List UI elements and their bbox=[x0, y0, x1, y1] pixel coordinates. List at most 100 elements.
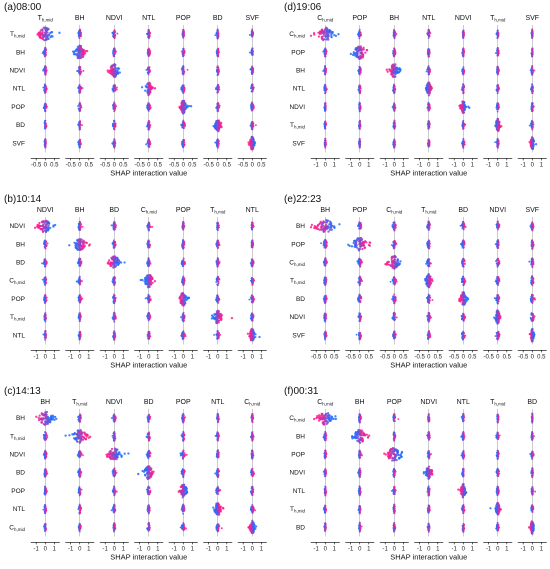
data-point bbox=[37, 224, 41, 227]
data-point bbox=[330, 31, 334, 34]
data-point bbox=[79, 265, 81, 268]
data-point bbox=[320, 37, 324, 40]
data-point bbox=[251, 85, 254, 87]
x-tick-label: 0 bbox=[44, 354, 48, 360]
data-point bbox=[145, 125, 148, 128]
data-point bbox=[45, 107, 48, 110]
data-point bbox=[76, 248, 79, 251]
data-point bbox=[78, 246, 81, 249]
data-point bbox=[78, 65, 81, 68]
data-point bbox=[77, 123, 80, 126]
row-label: NDVI bbox=[289, 104, 305, 111]
data-point bbox=[497, 54, 499, 57]
data-point bbox=[324, 122, 327, 125]
data-point bbox=[149, 104, 152, 107]
beeswarm-cell bbox=[426, 120, 431, 130]
data-point bbox=[248, 34, 251, 36]
data-point bbox=[181, 125, 184, 128]
data-point bbox=[357, 88, 360, 91]
data-point bbox=[531, 102, 533, 105]
data-point bbox=[217, 55, 220, 58]
data-point bbox=[428, 122, 431, 124]
data-point bbox=[41, 230, 45, 233]
column-header: Ch,mid bbox=[141, 207, 158, 215]
data-point bbox=[114, 107, 117, 110]
data-point bbox=[428, 34, 430, 37]
data-point bbox=[353, 54, 357, 57]
data-point bbox=[462, 84, 465, 87]
data-point bbox=[181, 143, 184, 146]
data-point bbox=[251, 126, 254, 129]
data-point bbox=[76, 70, 79, 73]
column-header: NDVI bbox=[37, 207, 54, 214]
beeswarm-cell bbox=[111, 138, 117, 149]
data-point bbox=[41, 278, 44, 281]
beeswarm-cell bbox=[146, 47, 152, 57]
data-point bbox=[41, 31, 44, 34]
data-point bbox=[148, 107, 151, 110]
data-point bbox=[362, 46, 365, 49]
data-point bbox=[393, 143, 396, 146]
data-point bbox=[249, 139, 252, 143]
data-point bbox=[358, 57, 362, 60]
beeswarm-cell bbox=[180, 119, 187, 130]
data-point bbox=[428, 144, 431, 147]
data-point bbox=[140, 86, 144, 89]
data-point bbox=[323, 31, 326, 34]
beeswarm-cell bbox=[385, 63, 402, 79]
data-point bbox=[393, 35, 396, 38]
data-point bbox=[497, 51, 500, 54]
data-point bbox=[462, 30, 465, 33]
data-point bbox=[214, 122, 217, 125]
data-point bbox=[216, 29, 219, 32]
data-point bbox=[44, 71, 47, 74]
data-point bbox=[148, 54, 150, 57]
data-point bbox=[497, 34, 500, 37]
data-point bbox=[79, 296, 82, 299]
data-point bbox=[425, 70, 428, 73]
data-point bbox=[312, 32, 316, 35]
beeswarm-cell bbox=[36, 26, 61, 42]
data-point bbox=[79, 50, 82, 54]
row-label: BH bbox=[16, 49, 25, 56]
data-point bbox=[462, 53, 465, 56]
x-tick-label: 1 bbox=[540, 162, 544, 168]
data-point bbox=[496, 35, 499, 38]
data-point bbox=[324, 120, 327, 123]
data-point bbox=[326, 88, 329, 91]
beeswarm-cell bbox=[76, 257, 83, 268]
data-point bbox=[216, 124, 219, 128]
x-axis-label: SHAP interaction value bbox=[390, 168, 467, 177]
beeswarm-cell bbox=[111, 119, 117, 131]
data-point bbox=[79, 263, 82, 266]
data-point bbox=[45, 336, 47, 339]
data-point bbox=[147, 87, 150, 91]
beeswarm-cell bbox=[212, 119, 223, 133]
data-point bbox=[324, 55, 327, 57]
row-label: BH bbox=[296, 68, 305, 75]
data-point bbox=[323, 53, 326, 55]
data-point bbox=[78, 44, 81, 48]
data-point bbox=[427, 71, 430, 73]
beeswarm-cell bbox=[77, 293, 84, 304]
data-point bbox=[145, 143, 147, 146]
data-point bbox=[112, 88, 115, 91]
beeswarm-cell bbox=[111, 47, 118, 58]
data-point bbox=[427, 66, 430, 68]
data-point bbox=[250, 128, 253, 131]
data-point bbox=[462, 66, 465, 69]
column-header: BH bbox=[75, 15, 85, 22]
data-point bbox=[183, 90, 186, 93]
data-point bbox=[81, 54, 85, 57]
data-point bbox=[324, 137, 327, 140]
row-label: BD bbox=[16, 260, 25, 267]
data-point bbox=[182, 33, 185, 36]
data-point bbox=[79, 140, 82, 143]
beeswarm-cell bbox=[357, 84, 362, 95]
beeswarm-cell bbox=[249, 65, 255, 75]
data-point bbox=[248, 51, 251, 54]
x-tick-label: 0 bbox=[427, 162, 431, 168]
data-point bbox=[217, 119, 220, 122]
data-point bbox=[74, 49, 78, 52]
